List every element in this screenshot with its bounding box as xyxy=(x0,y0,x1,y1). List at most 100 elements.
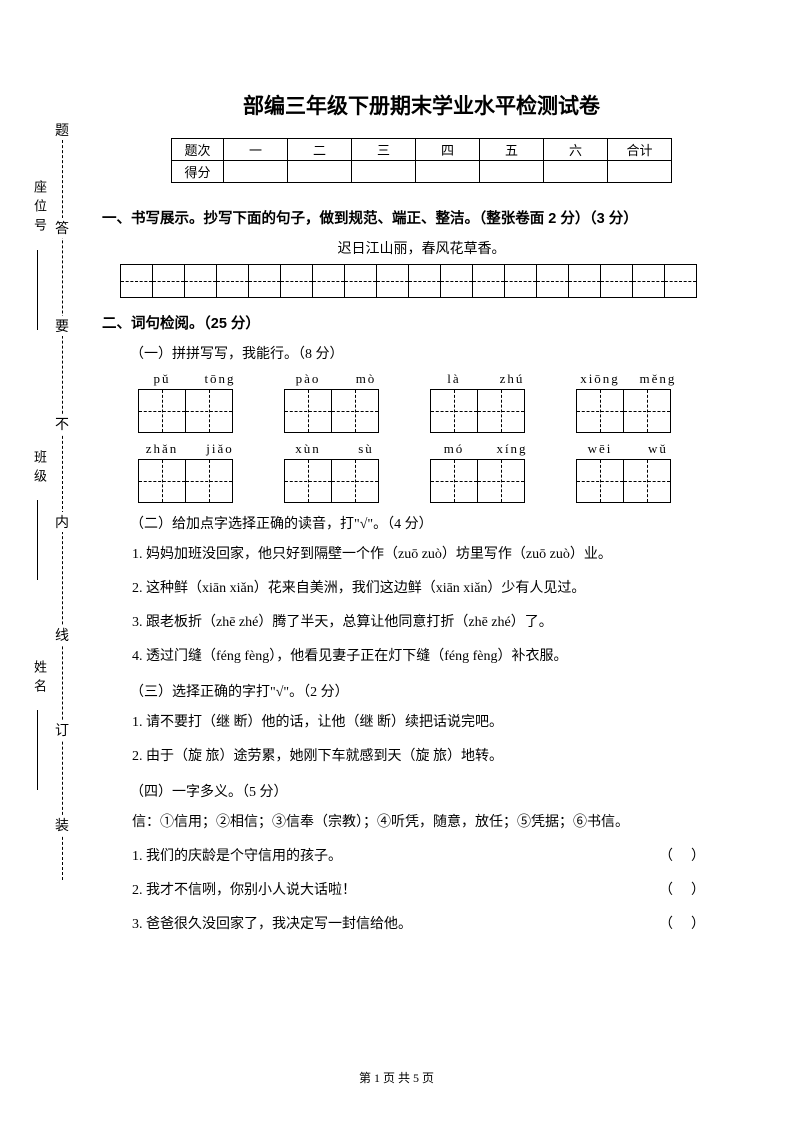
margin-char: 不 xyxy=(54,414,70,434)
pinyin-label: pǔtōng xyxy=(138,371,240,387)
handwriting-cell[interactable] xyxy=(600,264,633,298)
score-blank[interactable] xyxy=(224,161,288,183)
score-blank[interactable] xyxy=(480,161,544,183)
pinyin-label: làzhú xyxy=(430,371,532,387)
handwriting-grid[interactable] xyxy=(120,264,723,298)
score-cell: 四 xyxy=(416,139,480,161)
pinyin-cell[interactable] xyxy=(331,459,379,503)
pinyin-cell[interactable] xyxy=(576,389,624,433)
q-line: 2. 由于（旋 旅）途劳累，她刚下车就感到天（旋 旅）地转。 xyxy=(132,743,723,771)
q-line: 3. 爸爸很久没回家了，我决定写一封信给他。（） xyxy=(132,911,723,939)
pinyin-label: pàomò xyxy=(284,371,386,387)
handwriting-cell[interactable] xyxy=(216,264,249,298)
margin-char: 装 xyxy=(54,815,70,835)
handwriting-cell[interactable] xyxy=(312,264,345,298)
score-table: 题次 一 二 三 四 五 六 合计 得分 xyxy=(171,138,672,183)
pinyin-grid[interactable] xyxy=(430,459,532,503)
pinyin-label: xùnsù xyxy=(284,441,386,457)
pinyin-cell[interactable] xyxy=(138,389,186,433)
margin-field-class: 班级 xyxy=(30,450,49,488)
poem-line: 迟日江山丽，春风花草香。 xyxy=(120,238,723,258)
pinyin-block: pǔtōng xyxy=(138,371,240,433)
score-cell: 题次 xyxy=(172,139,224,161)
pinyin-block: xùnsù xyxy=(284,441,386,503)
pinyin-label: wēiwǔ xyxy=(576,441,678,457)
q-line: 3. 跟老板折（zhē zhé）腾了半天，总算让他同意打折（zhē zhé）了。 xyxy=(132,609,723,637)
handwriting-cell[interactable] xyxy=(120,264,153,298)
pinyin-grid[interactable] xyxy=(284,459,386,503)
sub-2-1: （一）拼拼写写，我能行。（8 分） xyxy=(130,343,723,363)
pinyin-cell[interactable] xyxy=(284,459,332,503)
score-blank[interactable] xyxy=(288,161,352,183)
handwriting-cell[interactable] xyxy=(280,264,313,298)
page-title: 部编三年级下册期末学业水平检测试卷 xyxy=(120,90,723,120)
answer-paren[interactable]: （） xyxy=(659,911,723,939)
score-blank[interactable] xyxy=(416,161,480,183)
pinyin-grid[interactable] xyxy=(576,389,678,433)
pinyin-cell[interactable] xyxy=(185,389,233,433)
score-cell: 二 xyxy=(288,139,352,161)
score-cell: 一 xyxy=(224,139,288,161)
pinyin-cell[interactable] xyxy=(284,389,332,433)
handwriting-cell[interactable] xyxy=(440,264,473,298)
q-line: 2. 这种鲜（xiān xiǎn）花来自美洲，我们这边鲜（xiān xiǎn）少… xyxy=(132,575,723,603)
handwriting-cell[interactable] xyxy=(536,264,569,298)
q-line: 4. 透过门缝（féng fèng），他看见妻子正在灯下缝（féng fèng）… xyxy=(132,643,723,671)
q-line: 2. 我才不信咧，你别小人说大话啦！（） xyxy=(132,877,723,905)
pinyin-block: móxíng xyxy=(430,441,532,503)
handwriting-cell[interactable] xyxy=(344,264,377,298)
pinyin-cell[interactable] xyxy=(430,389,478,433)
margin-char: 答 xyxy=(54,218,70,238)
margin-char: 要 xyxy=(54,316,70,336)
score-cell: 六 xyxy=(544,139,608,161)
pinyin-label: xiōngměng xyxy=(576,371,678,387)
sub-2-4: （四）一字多义。（5 分） xyxy=(130,781,723,801)
pinyin-cell[interactable] xyxy=(623,389,671,433)
margin-char: 线 xyxy=(54,625,70,645)
section-2-heading: 二、词句检阅。（25 分） xyxy=(102,312,723,333)
score-blank[interactable] xyxy=(608,161,672,183)
pinyin-grid[interactable] xyxy=(138,389,240,433)
pinyin-cell[interactable] xyxy=(477,459,525,503)
pinyin-cell[interactable] xyxy=(576,459,624,503)
margin-field-seat: 座位号 xyxy=(30,180,49,237)
handwriting-cell[interactable] xyxy=(248,264,281,298)
handwriting-cell[interactable] xyxy=(152,264,185,298)
handwriting-cell[interactable] xyxy=(472,264,505,298)
binding-margin: 题 答 要 不 内 线 订 装 座位号 班级 姓名 xyxy=(40,120,70,880)
score-blank[interactable] xyxy=(352,161,416,183)
pinyin-label: móxíng xyxy=(430,441,532,457)
answer-paren[interactable]: （） xyxy=(659,843,723,871)
section-1-heading: 一、书写展示。抄写下面的句子，做到规范、端正、整洁。（整张卷面 2 分）（3 分… xyxy=(102,207,723,228)
pinyin-cell[interactable] xyxy=(185,459,233,503)
handwriting-cell[interactable] xyxy=(504,264,537,298)
handwriting-cell[interactable] xyxy=(664,264,697,298)
pinyin-grid[interactable] xyxy=(576,459,678,503)
margin-field-name: 姓名 xyxy=(30,660,49,698)
pinyin-cell[interactable] xyxy=(331,389,379,433)
pinyin-grid[interactable] xyxy=(430,389,532,433)
pinyin-cell[interactable] xyxy=(623,459,671,503)
score-blank[interactable] xyxy=(544,161,608,183)
q-line: 1. 我们的庆龄是个守信用的孩子。（） xyxy=(132,843,723,871)
handwriting-cell[interactable] xyxy=(568,264,601,298)
score-cell: 三 xyxy=(352,139,416,161)
handwriting-cell[interactable] xyxy=(632,264,665,298)
pinyin-cell[interactable] xyxy=(430,459,478,503)
pinyin-cell[interactable] xyxy=(138,459,186,503)
handwriting-cell[interactable] xyxy=(408,264,441,298)
margin-char: 内 xyxy=(54,512,70,532)
score-cell: 合计 xyxy=(608,139,672,161)
pinyin-block: zhǎnjiǎo xyxy=(138,441,240,503)
answer-paren[interactable]: （） xyxy=(659,877,723,905)
score-cell: 五 xyxy=(480,139,544,161)
handwriting-cell[interactable] xyxy=(376,264,409,298)
pinyin-grid[interactable] xyxy=(138,459,240,503)
handwriting-cell[interactable] xyxy=(184,264,217,298)
pinyin-grid[interactable] xyxy=(284,389,386,433)
q-line: 1. 妈妈加班没回家，他只好到隔壁一个作（zuō zuò）坊里写作（zuō zu… xyxy=(132,541,723,569)
score-cell: 得分 xyxy=(172,161,224,183)
meaning-intro: 信：①信用；②相信；③信奉（宗教）；④听凭，随意，放任；⑤凭据；⑥书信。 xyxy=(132,809,723,837)
pinyin-label: zhǎnjiǎo xyxy=(138,441,240,457)
pinyin-cell[interactable] xyxy=(477,389,525,433)
